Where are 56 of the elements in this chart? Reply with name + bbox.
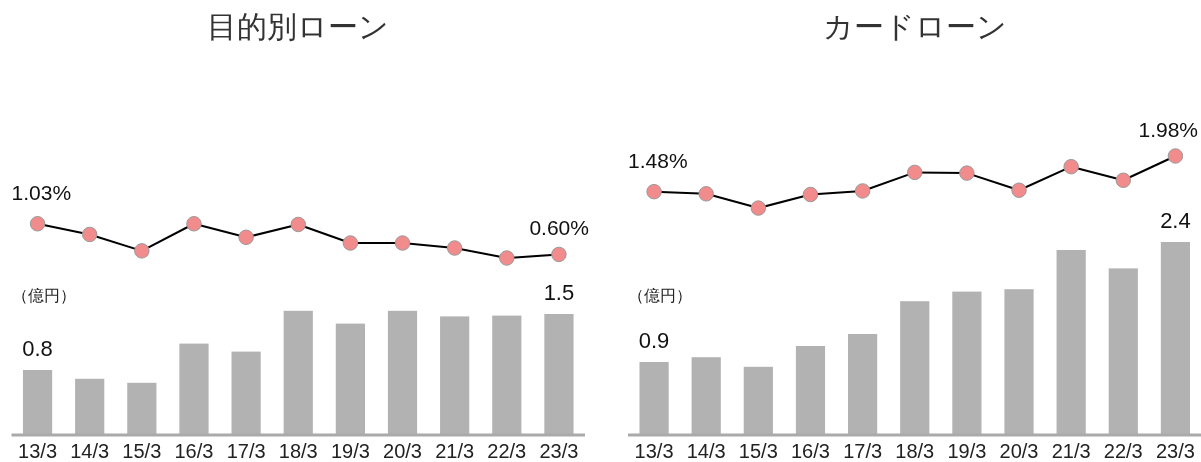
x-tick-label: 22/3 [1103,440,1143,462]
point [646,183,662,200]
point [499,250,515,266]
x-tick-label: 15/3 [122,440,162,462]
x-tick-label: 14/3 [686,440,726,462]
data-label: 2.4 [1160,208,1191,233]
point [446,240,463,256]
x-tick-label: 13/3 [18,440,58,462]
point [81,226,98,243]
point [959,165,975,181]
point [802,186,819,203]
data-label: 1.48% [628,148,688,172]
x-tick-label: 20/3 [999,440,1039,462]
point [750,200,767,216]
point [907,164,923,181]
x-tick-label: 16/3 [791,440,830,462]
point [854,183,871,199]
point [551,246,567,263]
chart-title: カードローン [822,9,1007,44]
data-label: 1.98% [1138,118,1198,141]
x-tick-label: 19/3 [947,440,987,462]
x-tick-label: 17/3 [843,440,883,462]
x-tick-label: 16/3 [174,440,214,462]
point [134,243,150,259]
point [238,229,254,246]
y-axis-title: （億円） [11,286,76,305]
data-label: 1.03% [11,180,72,204]
x-tick-label: 21/3 [435,440,475,462]
x-tick-label: 18/3 [278,440,318,462]
x-tick-label: 19/3 [330,440,370,462]
x-tick-label: 20/3 [383,440,422,462]
data-label: 0.60% [529,216,589,240]
x-tick-label: 21/3 [1051,440,1091,462]
chart-title: 目的別ローン [207,9,390,44]
x-tick-label: 14/3 [70,440,110,462]
x-tick-label: 23/3 [539,440,579,462]
x-tick-label: 22/3 [487,440,527,462]
y-axis-title: （億円） [628,286,692,305]
data-label: 1.5 [543,280,575,305]
point [698,186,714,202]
point [29,216,46,232]
data-label: 0.8 [22,336,53,361]
point [394,235,411,251]
x-tick-label: 17/3 [226,440,266,462]
x-tick-label: 15/3 [738,440,778,462]
data-label: 0.9 [638,328,670,353]
point [1167,148,1184,164]
x-tick-label: 18/3 [895,440,935,462]
point [290,216,306,233]
point [186,216,202,232]
point [342,235,359,251]
point [1115,172,1132,188]
x-tick-label: 13/3 [634,440,674,462]
point [1063,158,1079,175]
x-tick-label: 23/3 [1155,440,1195,462]
point [1011,182,1027,198]
